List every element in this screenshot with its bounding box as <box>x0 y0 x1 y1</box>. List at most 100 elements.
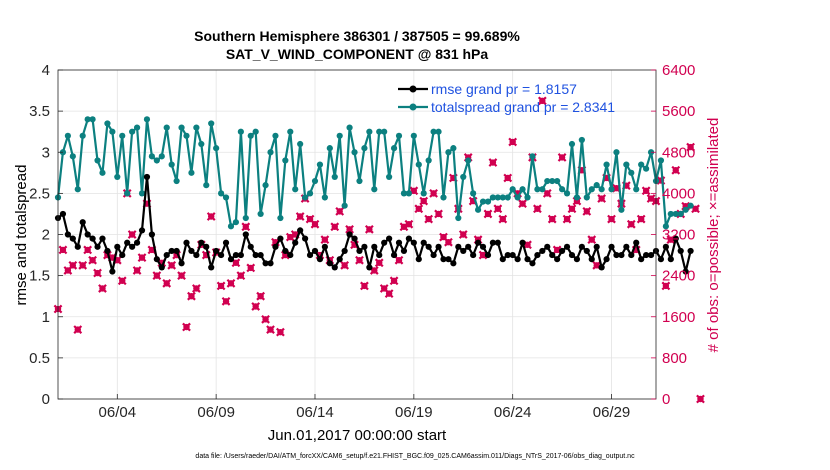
totalspread-point <box>549 177 556 185</box>
totalspread-point <box>470 190 477 197</box>
rmse-point <box>633 239 640 246</box>
totalspread-point <box>435 128 442 135</box>
totalspread-point <box>386 173 393 181</box>
rmse-point <box>114 243 121 250</box>
rmse-point <box>119 251 126 259</box>
rmse-point <box>405 235 412 242</box>
rmse-point <box>178 260 185 267</box>
obs-assimilated-marker <box>493 204 503 214</box>
rmse-point <box>84 231 91 238</box>
rmse-point <box>208 264 215 271</box>
totalspread-point <box>682 206 689 213</box>
rmse-point <box>386 235 393 242</box>
rmse-point <box>657 256 665 263</box>
obs-assimilated-marker <box>582 206 592 216</box>
rmse-point <box>687 247 694 255</box>
obs-assimilated-marker <box>266 325 275 334</box>
totalspread-point <box>598 186 605 193</box>
totalspread-point <box>445 149 452 156</box>
rmse-point <box>346 231 353 238</box>
obs-assimilated-marker <box>187 291 196 301</box>
legend: rmse grand pr = 1.8157 totalspread grand… <box>398 81 615 115</box>
totalspread-point <box>143 116 151 123</box>
totalspread-point <box>529 153 536 160</box>
obs-assimilated-marker <box>696 394 705 404</box>
legend-label-totalspread: totalspread grand pr = 2.8341 <box>431 99 615 115</box>
totalspread-point <box>687 202 694 209</box>
y-axis-label: rmse and totalspread <box>13 165 30 306</box>
y-tick-label: 0 <box>42 391 50 408</box>
rmse-point <box>667 256 674 263</box>
rmse-point <box>257 251 264 259</box>
obs-assimilated-marker <box>98 284 107 293</box>
rmse-point <box>203 243 210 250</box>
rmse-point <box>460 247 467 255</box>
totalspread-point <box>89 116 96 123</box>
rmse-point <box>272 243 279 250</box>
totalspread-point <box>410 132 417 139</box>
obs-assimilated-marker <box>547 214 557 224</box>
rmse-point <box>474 239 482 246</box>
totalspread-point <box>287 128 294 135</box>
rmse-point <box>544 243 551 250</box>
rmse-point <box>534 251 541 259</box>
totalspread-point <box>608 186 615 193</box>
rmse-point <box>237 251 244 259</box>
obs-assimilated-marker <box>251 302 261 311</box>
rmse-point <box>292 239 299 246</box>
totalspread-point <box>554 177 561 185</box>
rmse-point <box>74 243 81 250</box>
axis-ticks: 0 0 0.5 800 1 1600 1.5 2400 2 3200 2.5 4000 3 4800 3.5… <box>29 62 695 421</box>
totalspread-point <box>524 194 531 201</box>
obs-assimilated-marker <box>686 142 695 152</box>
rmse-point <box>163 251 170 259</box>
rmse-point <box>509 251 516 259</box>
obs-assimilated-marker <box>177 271 186 281</box>
obs-assimilated-marker <box>518 199 527 209</box>
totalspread-point <box>657 157 665 164</box>
totalspread-point <box>356 177 363 185</box>
totalspread-point <box>247 132 254 139</box>
totalspread-point <box>440 194 447 201</box>
obs-assimilated-marker <box>424 214 434 224</box>
rmse-point <box>297 227 304 234</box>
totalspread-point <box>109 128 116 135</box>
totalspread-point <box>213 145 220 152</box>
rmse-point <box>470 251 477 259</box>
totalspread-point <box>465 157 472 164</box>
totalspread-point <box>148 153 156 160</box>
totalspread-point <box>217 190 225 197</box>
rmse-point <box>489 239 497 246</box>
rmse-point <box>361 243 368 250</box>
rmse-point <box>213 247 220 255</box>
obs-assimilated-marker <box>557 153 567 162</box>
rmse-point <box>381 239 388 246</box>
totalspread-point <box>618 206 625 213</box>
obs-assimilated-marker <box>117 276 127 286</box>
chart-subtitle: SAT_V_WIND_COMPONENT @ 831 hPa <box>226 46 489 62</box>
totalspread-point <box>129 128 136 135</box>
obs-assimilated-marker <box>68 260 78 270</box>
rmse-point <box>677 247 684 255</box>
obs-assimilated-marker <box>360 281 369 291</box>
obs-assimilated-marker <box>340 260 350 270</box>
totalspread-point <box>222 194 230 201</box>
totalspread-point <box>558 186 566 193</box>
totalspread-point <box>514 194 521 201</box>
rmse-point <box>356 247 363 255</box>
totalspread-point <box>119 132 126 139</box>
totalspread-point <box>302 194 309 201</box>
obs-assimilated-marker <box>335 206 345 216</box>
y-right-tick-label: 6400 <box>662 62 695 79</box>
totalspread-point <box>79 132 86 139</box>
obs-assimilated-marker <box>132 266 142 275</box>
totalspread-point <box>539 186 546 193</box>
rmse-point <box>143 173 151 181</box>
legend-marker-totalspread <box>409 103 417 111</box>
obs-assimilated-marker <box>508 137 518 147</box>
totalspread-point <box>420 190 427 197</box>
rmse-point <box>168 247 175 255</box>
rmse-point <box>371 243 378 250</box>
totalspread-point <box>563 190 571 197</box>
obs-assimilated-marker <box>567 204 577 214</box>
